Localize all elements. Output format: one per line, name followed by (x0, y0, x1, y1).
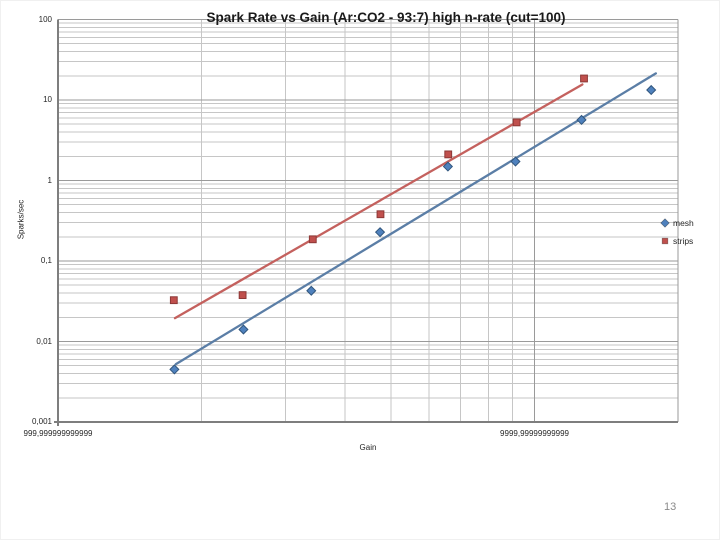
data-point-mesh (646, 84, 657, 96)
legend-label: mesh (673, 217, 694, 228)
y-axis-tick-label: 10 (43, 95, 52, 104)
data-point-strips (580, 74, 588, 83)
data-point-mesh (510, 156, 521, 167)
data-point-strips (444, 150, 453, 159)
data-point-strips (376, 210, 385, 219)
square-icon (661, 237, 669, 244)
data-point-mesh (238, 324, 249, 335)
legend-item-mesh[interactable]: mesh (660, 216, 694, 229)
y-axis-tick-label: 100 (38, 14, 52, 24)
trendline-strips (173, 83, 584, 320)
data-point-strips (308, 235, 317, 244)
y-axis-tick-label: 0,1 (40, 256, 52, 265)
chart-title: Spark Rate vs Gain (Ar:CO2 - 93:7) high … (206, 10, 566, 25)
data-point-mesh (576, 114, 587, 126)
y-axis-tick-label: 1 (47, 175, 52, 185)
data-point-mesh (374, 227, 386, 238)
data-point-mesh (306, 285, 317, 296)
y-axis-tick-label: 0,001 (31, 417, 52, 426)
y-axis-title: Sparks/sec (16, 199, 26, 240)
legend-item-strips[interactable]: strips (660, 234, 694, 247)
series-mesh-markers (169, 84, 657, 375)
x-axis-tick-label: 999,999999999999 (23, 429, 93, 438)
data-point-strips (169, 296, 178, 305)
page-number: 13 (664, 501, 677, 513)
plot-area[interactable] (1, 1, 720, 471)
legend: mesh strips (660, 216, 694, 252)
y-axis-tick-label: 0,01 (36, 336, 52, 346)
diamond-icon (660, 217, 670, 228)
x-axis-title: Gain (359, 443, 377, 452)
legend-label: strips (673, 235, 694, 246)
spark-rate-vs-gain-chart[interactable]: Spark Rate vs Gain (Ar:CO2 - 93:7) high … (1, 1, 720, 471)
data-point-strips (238, 291, 247, 300)
x-axis-tick-label: 9999,99999999999 (500, 429, 570, 438)
data-point-strips (512, 118, 521, 127)
data-point-mesh (169, 364, 180, 375)
trendline-mesh (174, 72, 657, 366)
minor-gridlines (58, 19, 678, 422)
series-strips-markers (169, 74, 588, 305)
major-gridlines (58, 19, 679, 422)
axes (54, 19, 678, 426)
data-point-mesh (442, 161, 454, 172)
